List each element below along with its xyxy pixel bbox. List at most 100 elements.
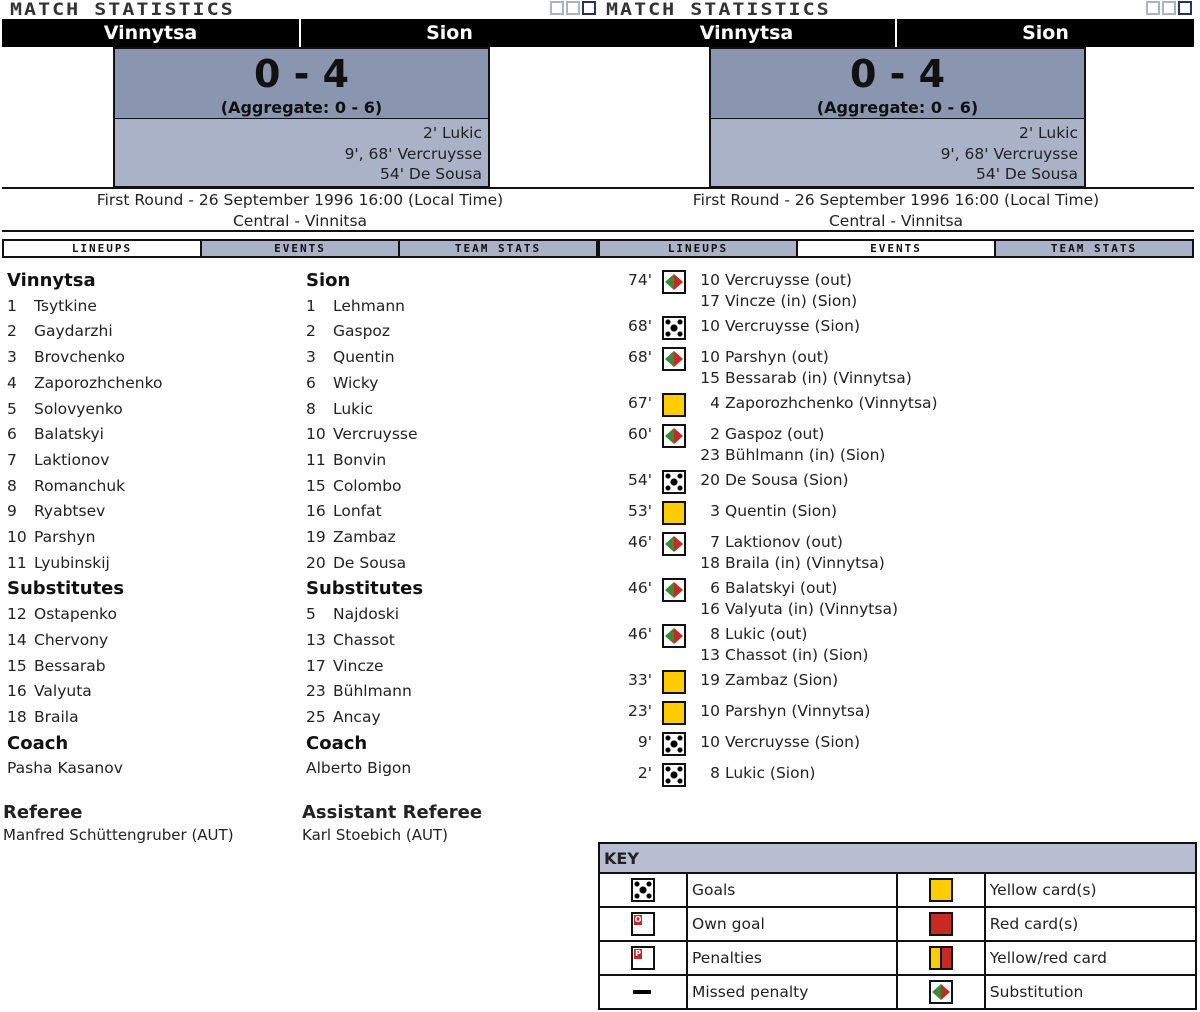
event-text: Parshyn (Vinnytsa): [725, 702, 871, 720]
yellow-card-icon: [662, 701, 686, 725]
player-number: 10: [700, 348, 720, 366]
player-number: 19: [306, 528, 326, 547]
player-row[interactable]: 16 Valyuta: [7, 679, 297, 705]
tab-team-stats[interactable]: TEAM STATS: [994, 241, 1192, 256]
player-number: 8: [710, 625, 720, 643]
event-text: Braila (in) (Vinnytsa): [725, 553, 885, 572]
player-number: 8: [7, 476, 17, 495]
key-label: Goals: [686, 872, 898, 908]
player-row[interactable]: 13 Chassot: [306, 628, 596, 654]
player-row[interactable]: 5 Solovyenko: [7, 397, 297, 423]
event-text: Lukic (out): [725, 625, 808, 643]
player-row[interactable]: 17 Vincze: [306, 654, 596, 680]
scorer: 2' Lukic: [1018, 124, 1078, 142]
player-row[interactable]: 11 Bonvin: [306, 448, 596, 474]
player-row[interactable]: 11 Lyubinskij: [7, 551, 297, 577]
player-row[interactable]: 16 Lonfat: [306, 499, 596, 525]
event-minute: 33': [628, 671, 652, 689]
player-number: 6: [710, 579, 720, 597]
tabs: LINEUPS EVENTS TEAM STATS: [2, 239, 598, 258]
team-heading: Vinnytsa: [7, 270, 96, 291]
scorer: 2' Lukic: [422, 124, 482, 142]
player-number: 6: [306, 373, 316, 392]
player-row[interactable]: 8 Romanchuk: [7, 474, 297, 500]
tab-team-stats[interactable]: TEAM STATS: [398, 241, 596, 256]
player-row[interactable]: 12 Ostapenko: [7, 602, 297, 628]
player-row[interactable]: 1 Lehmann: [306, 294, 596, 320]
player-row[interactable]: 4 Zaporozhchenko: [7, 371, 297, 397]
key-label: Missed penalty: [686, 974, 898, 1010]
player-row[interactable]: 3 Quentin: [306, 345, 596, 371]
player-number: 4: [7, 373, 17, 392]
player-row[interactable]: 7 Laktionov: [7, 448, 297, 474]
scorers: 2' Lukic 9', 68' Vercruysse 54' De Sousa: [709, 118, 1086, 188]
red-card-icon: [928, 912, 953, 936]
layout-option-icon[interactable]: [1178, 1, 1192, 15]
round-info: First Round - 26 September 1996 16:00 (L…: [96, 191, 504, 209]
player-name: Romanchuk: [34, 476, 126, 495]
goal-ball-icon: [662, 316, 686, 340]
player-number: 7: [710, 533, 720, 551]
tab-events[interactable]: EVENTS: [200, 241, 398, 256]
player-row[interactable]: 2 Gaspoz: [306, 319, 596, 345]
scorer: 9', 68' Vercruysse: [940, 144, 1078, 163]
layout-option-icon[interactable]: [550, 1, 564, 15]
tab-lineups[interactable]: LINEUPS: [600, 241, 796, 256]
player-row[interactable]: 10 Vercruysse: [306, 422, 596, 448]
player-row[interactable]: 14 Chervony: [7, 628, 297, 654]
player-row[interactable]: 23 Bühlmann: [306, 679, 596, 705]
player-row[interactable]: 2 Gaydarzhi: [7, 319, 297, 345]
player-row[interactable]: 6 Wicky: [306, 371, 596, 397]
substitution-icon: [662, 270, 686, 294]
player-row[interactable]: 18 Braila: [7, 705, 297, 731]
player-number: 10: [700, 271, 720, 289]
event-minute: 23': [628, 702, 652, 720]
player-name: Lonfat: [333, 502, 382, 521]
player-name: Wicky: [333, 373, 379, 392]
tab-lineups[interactable]: LINEUPS: [4, 241, 200, 256]
player-number: 2: [710, 425, 720, 443]
own-goal-icon: [631, 912, 655, 936]
round-info: First Round - 26 September 1996 16:00 (L…: [692, 191, 1100, 209]
player-row[interactable]: 6 Balatskyi: [7, 422, 297, 448]
player-number: 16: [306, 502, 326, 521]
player-row[interactable]: 20 De Sousa: [306, 551, 596, 577]
player-row[interactable]: 10 Parshyn: [7, 525, 297, 551]
player-row[interactable]: 3 Brovchenko: [7, 345, 297, 371]
away-team: Sion: [1022, 22, 1069, 44]
player-row[interactable]: 25 Ancay: [306, 705, 596, 731]
player-row[interactable]: 19 Zambaz: [306, 525, 596, 551]
player-row[interactable]: 1 Tsytkine: [7, 294, 297, 320]
event-text: Gaspoz (out): [725, 425, 825, 443]
player-number: 1: [306, 296, 316, 315]
assistant-referee-label: Assistant Referee: [302, 802, 483, 823]
player-number: 10: [306, 425, 326, 444]
event-minute: 46': [628, 579, 652, 597]
event-row: 74' 10 Vercruysse (out) 17 Vincze (in) (Sion…: [620, 270, 1198, 311]
event-line: 10 Vercruysse (out): [700, 270, 857, 291]
player-number: 3: [306, 348, 316, 367]
event-row: 33' 19 Zambaz (Sion): [620, 670, 1198, 696]
player-number: 3: [710, 502, 720, 520]
event-line: 8 Lukic (Sion): [700, 763, 815, 784]
event-line: 13 Chassot (in) (Sion): [700, 645, 868, 666]
layout-option-icon[interactable]: [1162, 1, 1176, 15]
event-row: 46' 7 Laktionov (out) 18 Braila (in) (Vinnyt…: [620, 532, 1198, 573]
player-row[interactable]: 8 Lukic: [306, 397, 596, 423]
player-row[interactable]: 5 Najdoski: [306, 602, 596, 628]
layout-option-icon[interactable]: [566, 1, 580, 15]
tab-events[interactable]: EVENTS: [796, 241, 994, 256]
player-row[interactable]: 15 Bessarab: [7, 654, 297, 680]
yellow-red-card-icon: [928, 946, 953, 970]
team-bar: Vinnytsa Sion: [598, 19, 1194, 47]
layout-option-icon[interactable]: [582, 1, 596, 15]
yellow-card-icon: [928, 878, 953, 902]
key-label: Yellow/red card: [983, 940, 1198, 976]
player-row[interactable]: 9 Ryabtsev: [7, 499, 297, 525]
event-minute: 54': [628, 471, 652, 489]
player-name: Chassot: [333, 630, 395, 649]
player-row[interactable]: 15 Colombo: [306, 474, 596, 500]
layout-option-icon[interactable]: [1146, 1, 1160, 15]
team-heading: Sion: [306, 270, 351, 291]
